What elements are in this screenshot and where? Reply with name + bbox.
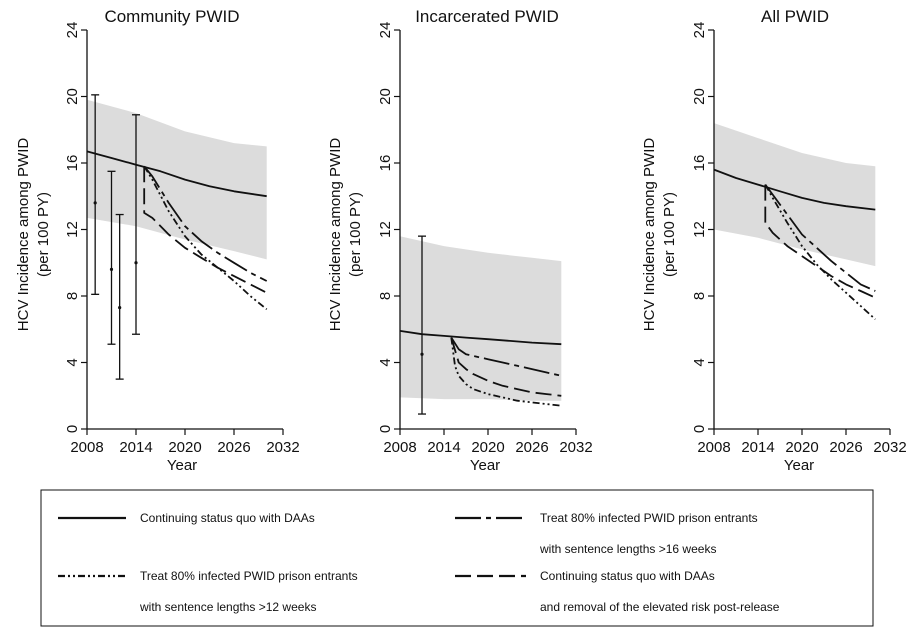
y-tick-label: 16: [64, 155, 81, 172]
y-tick-label: 8: [377, 292, 394, 300]
x-tick-label: 2032: [559, 439, 592, 456]
y-tick-label: 24: [377, 22, 394, 39]
x-tick-label: 2026: [829, 439, 862, 456]
legend-label-line2: with sentence lengths >16 weeks: [539, 542, 716, 556]
series-line-status_quo: [713, 168, 876, 211]
data-point: [420, 352, 424, 356]
x-tick-label: 2014: [427, 439, 460, 456]
x-axis-title: Year: [784, 457, 814, 474]
x-tick-label: 2008: [697, 439, 730, 456]
y-axis-title: HCV Incidence among PWID: [327, 138, 344, 332]
x-tick-label: 2032: [873, 439, 906, 456]
series-line-status_quo: [86, 150, 267, 198]
y-tick-label: 4: [377, 358, 394, 366]
x-tick-label: 2026: [515, 439, 548, 456]
legend-label-line2: and removal of the elevated risk post-re…: [540, 600, 780, 614]
legend-label: Treat 80% infected PWID prison entrants: [540, 511, 758, 525]
y-axis-subtitle: (per 100 PY): [347, 192, 364, 277]
y-tick-label: 8: [64, 292, 81, 300]
y-tick-label: 8: [691, 292, 708, 300]
x-tick-label: 2008: [383, 439, 416, 456]
panel-title: Community PWID: [104, 7, 239, 26]
y-axis-title: HCV Incidence among PWID: [641, 138, 658, 332]
data-point: [109, 267, 114, 271]
series-line-treat16: [764, 184, 876, 292]
y-axis-subtitle: (per 100 PY): [661, 192, 678, 277]
x-tick-label: 2020: [471, 439, 504, 456]
series-line-treat12: [143, 165, 268, 310]
y-tick-label: 24: [64, 22, 81, 39]
series-line-treat12: [764, 184, 876, 320]
legend-label-line2: with sentence lengths >12 weeks: [139, 600, 316, 614]
data-point: [118, 306, 122, 310]
x-tick-label: 2014: [741, 439, 774, 456]
legend-frame: [40, 489, 874, 627]
series-line-treat12: [450, 337, 562, 407]
chart-panel-1: Community PWID 0 4 8 12 16 20 24 2008 2014 2020 202…: [15, 7, 300, 474]
y-tick-label: 20: [377, 88, 394, 105]
y-tick-label: 4: [64, 358, 81, 366]
y-tick-label: 12: [377, 221, 394, 238]
x-tick-label: 2026: [217, 439, 250, 456]
series-line-removal: [764, 184, 876, 299]
chart-panel-2: Incarcerated PWID 0 4 8 12 16 20 24 2008 2014 2020…: [327, 7, 593, 474]
x-tick-label: 2032: [266, 439, 299, 456]
y-tick-label: 24: [691, 22, 708, 39]
series-line-treat16: [450, 337, 562, 377]
x-tick-label: 2020: [785, 439, 818, 456]
y-tick-label: 0: [691, 425, 708, 433]
x-tick-label: 2020: [168, 439, 201, 456]
legend-label: Treat 80% infected PWID prison entrants: [140, 569, 358, 583]
y-axis-subtitle: (per 100 PY): [35, 192, 52, 277]
y-tick-label: 0: [377, 425, 394, 433]
y-tick-label: 16: [691, 155, 708, 172]
uncertainty-band: [400, 236, 562, 401]
series-line-treat16: [143, 165, 268, 282]
y-axis-title: HCV Incidence among PWID: [15, 138, 32, 332]
uncertainty-band: [714, 123, 876, 267]
y-tick-label: 20: [691, 88, 708, 105]
legend-label: Continuing status quo with DAAs: [140, 511, 315, 525]
y-tick-label: 0: [64, 425, 81, 433]
panel-title: All PWID: [761, 7, 829, 26]
data-point: [93, 201, 97, 205]
y-tick-label: 4: [691, 358, 708, 366]
x-tick-label: 2014: [119, 439, 152, 456]
data-point: [134, 261, 138, 265]
uncertainty-band: [87, 99, 267, 260]
y-tick-label: 12: [64, 221, 81, 238]
y-tick-label: 20: [64, 88, 81, 105]
chart-panel-3: All PWID 0 4 8 12 16 20 24 2008 2014 2020 2026 2032 Y…: [641, 7, 907, 474]
x-axis-title: Year: [167, 457, 197, 474]
series-line-removal: [143, 166, 268, 294]
x-tick-label: 2008: [70, 439, 103, 456]
y-tick-label: 12: [691, 221, 708, 238]
legend: Continuing status quo with DAAs Treat 80%…: [40, 489, 874, 627]
y-tick-label: 16: [377, 155, 394, 172]
panel-title: Incarcerated PWID: [415, 7, 559, 26]
series-line-status_quo: [399, 330, 562, 346]
legend-label: Continuing status quo with DAAs: [540, 569, 715, 583]
x-axis-title: Year: [470, 457, 500, 474]
series-line-removal: [450, 337, 562, 397]
